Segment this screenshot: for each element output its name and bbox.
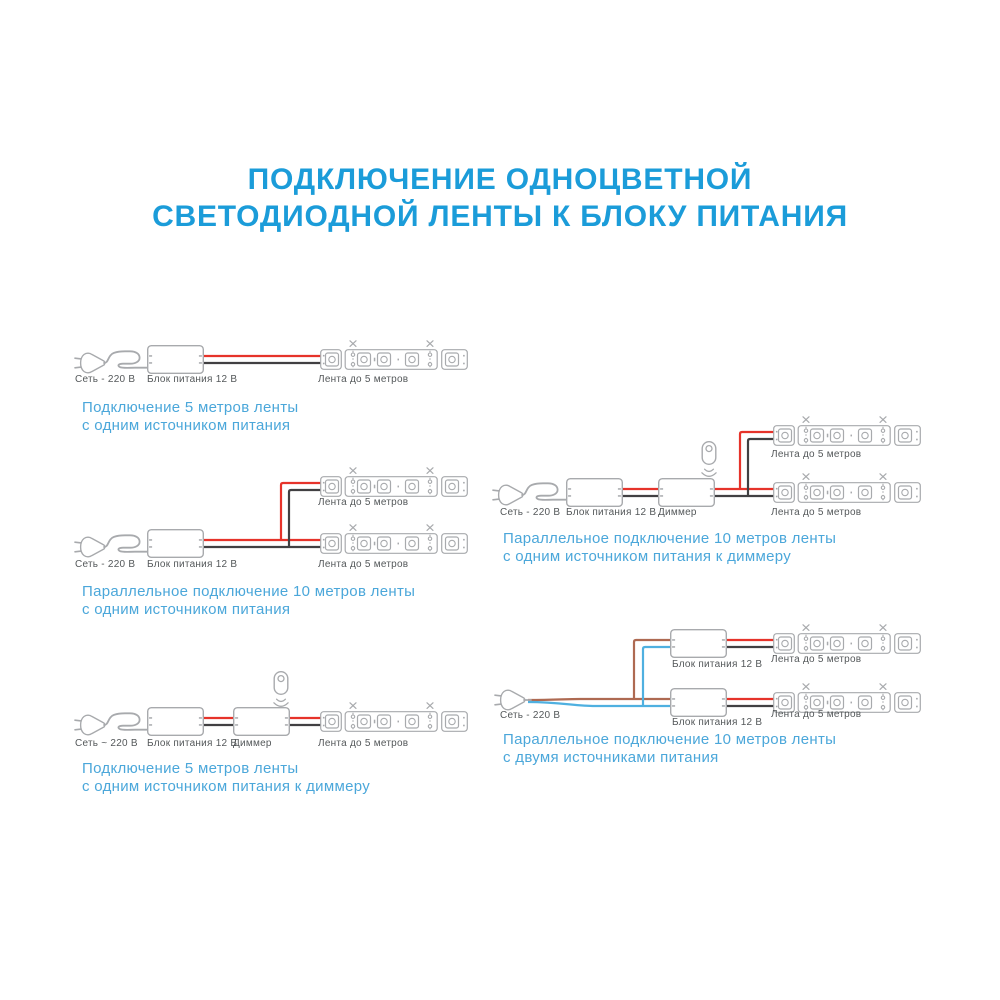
label-strip-bottom: Лента до 5 метров bbox=[771, 709, 862, 720]
label-strip-bottom: Лента до 5 метров bbox=[318, 559, 409, 570]
caption-line: Параллельное подключение 10 метров ленты bbox=[503, 731, 837, 748]
label-mains-voltage: Сеть - 220 В bbox=[500, 710, 561, 721]
diagram-4-schematic bbox=[490, 405, 940, 507]
power-plug-icon bbox=[495, 690, 531, 710]
wire-red-branch bbox=[738, 430, 777, 489]
diagram-3-schematic bbox=[60, 671, 490, 736]
page-title: ПОДКЛЮЧЕНИЕ ОДНОЦВЕТНОЙ СВЕТОДИОДНОЙ ЛЕН… bbox=[0, 161, 1000, 235]
page-title-line-2: СВЕТОДИОДНОЙ ЛЕНТЫ К БЛОКУ ПИТАНИЯ bbox=[152, 200, 848, 233]
power-supply-box bbox=[146, 707, 205, 736]
diagram-2-caption: Параллельное подключение 10 метров ленты… bbox=[82, 583, 415, 619]
wire-blue-branch bbox=[641, 645, 674, 706]
dimmer-box bbox=[232, 707, 290, 736]
remote-control-icon bbox=[273, 671, 289, 707]
led-strip-icon bbox=[321, 341, 468, 370]
label-strip-top: Лента до 5 метров bbox=[771, 654, 862, 665]
label-mains-voltage: Сеть ~ 220 В bbox=[75, 738, 138, 749]
label-psu: Блок питания 12 В bbox=[147, 559, 238, 570]
led-strip-icon bbox=[774, 417, 921, 446]
power-plug-icon bbox=[493, 483, 566, 504]
led-strip-icon bbox=[774, 625, 921, 654]
caption-line: с двумя источниками питания bbox=[503, 749, 719, 766]
wire-blue bbox=[527, 700, 674, 708]
dimmer-box bbox=[658, 478, 715, 507]
power-supply-box-bottom bbox=[670, 688, 727, 717]
power-plug-icon bbox=[75, 351, 148, 372]
label-psu: Блок питания 12 В bbox=[147, 738, 238, 749]
led-strip-icon bbox=[321, 703, 468, 732]
diagram-1-caption: Подключение 5 метров ленты с одним источ… bbox=[82, 399, 298, 435]
wire-brown bbox=[527, 697, 674, 702]
power-supply-box bbox=[146, 529, 205, 558]
label-mains-voltage: Сеть - 220 В bbox=[500, 507, 561, 518]
caption-line: с одним источником питания к диммеру bbox=[82, 778, 370, 795]
label-psu: Блок питания 12 В bbox=[566, 507, 657, 518]
caption-line: Параллельное подключение 10 метров ленты bbox=[82, 583, 416, 600]
label-strip-top: Лента до 5 метров bbox=[771, 449, 862, 460]
label-mains-voltage: Сеть - 220 В bbox=[75, 559, 136, 570]
label-psu-bottom: Блок питания 12 В bbox=[672, 717, 763, 728]
diagram-2-schematic bbox=[60, 460, 480, 558]
led-strip-icon bbox=[321, 468, 468, 497]
diagram-5-caption: Параллельное подключение 10 метров ленты… bbox=[503, 731, 836, 767]
label-psu: Блок питания 12 В bbox=[147, 374, 238, 385]
wire-red-branch bbox=[279, 481, 324, 540]
label-strip-bottom: Лента до 5 метров bbox=[771, 507, 862, 518]
power-plug-icon bbox=[75, 535, 148, 556]
label-dimmer: Диммер bbox=[658, 507, 697, 518]
power-supply-box-top bbox=[670, 629, 727, 658]
label-strip: Лента до 5 метров bbox=[318, 374, 409, 385]
led-strip-icon bbox=[321, 525, 468, 554]
caption-line: с одним источником питания bbox=[82, 601, 291, 618]
power-supply-box bbox=[146, 345, 205, 374]
remote-control-icon bbox=[701, 441, 717, 477]
power-supply-box bbox=[566, 478, 623, 507]
label-strip: Лента до 5 метров bbox=[318, 738, 409, 749]
label-mains-voltage: Сеть - 220 В bbox=[75, 374, 136, 385]
wire-black-branch bbox=[287, 488, 324, 547]
diagram-1-schematic bbox=[60, 335, 480, 374]
diagram-3-caption: Подключение 5 метров ленты с одним источ… bbox=[82, 760, 370, 796]
wire-brown-branch bbox=[632, 638, 674, 699]
diagram-5-schematic bbox=[490, 620, 940, 717]
label-strip-top: Лента до 5 метров bbox=[318, 497, 409, 508]
caption-line: с одним источником питания bbox=[82, 417, 291, 434]
label-dimmer: Диммер bbox=[233, 738, 272, 749]
page-title-line-1: ПОДКЛЮЧЕНИЕ ОДНОЦВЕТНОЙ bbox=[247, 163, 753, 196]
diagram-4-caption: Параллельное подключение 10 метров ленты… bbox=[503, 530, 836, 566]
wire-black-branch bbox=[746, 437, 777, 496]
power-plug-icon bbox=[75, 713, 148, 734]
caption-line: Подключение 5 метров ленты bbox=[82, 399, 299, 416]
caption-line: Подключение 5 метров ленты bbox=[82, 760, 299, 777]
caption-line: Параллельное подключение 10 метров ленты bbox=[503, 530, 837, 547]
label-psu-top: Блок питания 12 В bbox=[672, 659, 763, 670]
led-strip-icon bbox=[774, 474, 921, 503]
caption-line: с одним источником питания к диммеру bbox=[503, 548, 791, 565]
